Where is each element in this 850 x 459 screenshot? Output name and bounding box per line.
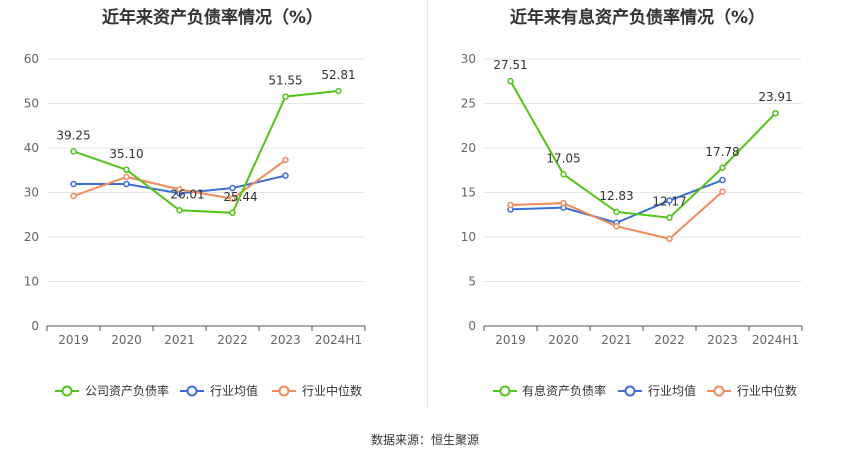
data-label: 17.05 [546, 151, 580, 165]
legend-label: 行业中位数 [302, 383, 362, 398]
y-tick-label: 10 [461, 230, 476, 244]
x-tick-label: 2022 [217, 333, 248, 347]
y-tick-label: 25 [461, 97, 476, 111]
data-point [613, 208, 620, 216]
x-tick-label: 2022 [654, 333, 685, 347]
data-point [666, 235, 673, 243]
data-source-label: 数据来源：恒生聚源 [370, 433, 479, 447]
data-label: 27.51 [493, 58, 527, 72]
data-point [282, 156, 289, 164]
legend-label: 公司资产负债率 [85, 383, 169, 398]
left-chart-panel: 近年来资产负债率情况（%） 0 10 20 30 40 50 60 2019 2020 2021 2… [0, 0, 425, 420]
data-point [335, 87, 342, 95]
y-tick-label: 50 [24, 97, 39, 111]
data-point [666, 214, 673, 221]
data-point [560, 199, 567, 207]
data-label: 35.10 [109, 147, 143, 161]
left-chart-title: 近年来资产负债率情况（%） [101, 8, 324, 28]
data-point [229, 184, 236, 192]
data-point [229, 195, 236, 202]
y-tick-label: 5 [468, 275, 476, 289]
legend-marker [186, 385, 198, 397]
data-point [123, 173, 130, 181]
x-tick-label: 2021 [164, 333, 195, 347]
panel-divider [427, 0, 428, 408]
x-tick-label: 2020 [548, 333, 579, 347]
chart-group: 0 5 10 15 20 25 30 2019 2020 2021 2022 2023 2024H1 27… [461, 52, 803, 398]
x-tick-label: 2019 [495, 333, 526, 347]
data-label: 17.78 [705, 145, 739, 159]
legend-marker [499, 385, 511, 397]
data-point [123, 180, 130, 188]
data-label: 25.44 [223, 190, 257, 204]
right-chart-panel: 近年来有息资产负债率情况（%） 0 5 10 15 20 25 30 2019 2020 2021… [425, 0, 850, 420]
data-label: 23.91 [758, 90, 792, 104]
legend-marker [278, 385, 290, 397]
y-tick-label: 10 [24, 275, 39, 289]
data-point [282, 93, 289, 100]
legend-marker [713, 385, 725, 397]
legend-marker [61, 385, 73, 397]
y-tick-label: 40 [24, 141, 39, 155]
data-label: 26.01 [170, 187, 204, 201]
data-point [772, 109, 779, 117]
data-label: 39.25 [56, 128, 90, 142]
y-tick-label: 30 [24, 186, 39, 200]
left-chart-svg: 0 10 20 30 40 50 60 2019 2020 2021 2022 2023 2024H1 3… [24, 52, 366, 398]
data-point [70, 180, 77, 188]
data-point [613, 223, 620, 230]
data-point [123, 166, 130, 174]
legend-label: 行业中位数 [737, 383, 797, 398]
legend-label: 行业均值 [648, 383, 696, 398]
y-tick-label: 20 [24, 230, 39, 244]
data-point [176, 186, 183, 193]
x-tick-label: 2021 [601, 333, 632, 347]
data-point [719, 164, 726, 172]
data-point [719, 176, 726, 184]
x-tick-label: 2023 [270, 333, 301, 347]
right-chart-title: 近年来有息资产负债率情况（%） [509, 8, 766, 28]
data-point [70, 192, 77, 200]
data-label: 12.83 [599, 189, 633, 203]
data-point [666, 197, 673, 204]
x-tick-label: 2024H1 [315, 333, 362, 347]
data-label: 51.55 [268, 74, 302, 88]
y-tick-label: 0 [468, 319, 476, 333]
data-point [70, 148, 77, 155]
data-label: 52.81 [321, 68, 355, 82]
data-point [176, 207, 183, 214]
data-point [282, 172, 289, 179]
x-tick-label: 2023 [707, 333, 738, 347]
data-point [507, 77, 514, 85]
data-label: 12.17 [652, 195, 686, 209]
data-point [719, 188, 726, 195]
series-line-main [509, 80, 777, 219]
y-tick-label: 60 [24, 52, 39, 66]
y-tick-label: 0 [31, 319, 39, 333]
x-tick-label: 2020 [111, 333, 142, 347]
legend-label: 行业均值 [210, 383, 258, 398]
y-tick-label: 15 [461, 186, 476, 200]
y-tick-label: 20 [461, 141, 476, 155]
x-tick-label: 2024H1 [752, 333, 799, 347]
legend-label: 有息资产负债率 [522, 383, 606, 398]
data-point [507, 201, 514, 209]
series-line-main [73, 90, 339, 214]
legend-marker [624, 385, 636, 397]
y-tick-label: 30 [461, 52, 476, 66]
x-tick-label: 2019 [58, 333, 89, 347]
chart-group: 0 10 20 30 40 50 60 2019 2020 2021 2022 2023 2024H1 3… [24, 52, 366, 398]
data-point [560, 171, 567, 178]
data-point [229, 209, 236, 217]
right-chart-svg: 0 5 10 15 20 25 30 2019 2020 2021 2022 2023 2024H1 27… [461, 52, 803, 398]
